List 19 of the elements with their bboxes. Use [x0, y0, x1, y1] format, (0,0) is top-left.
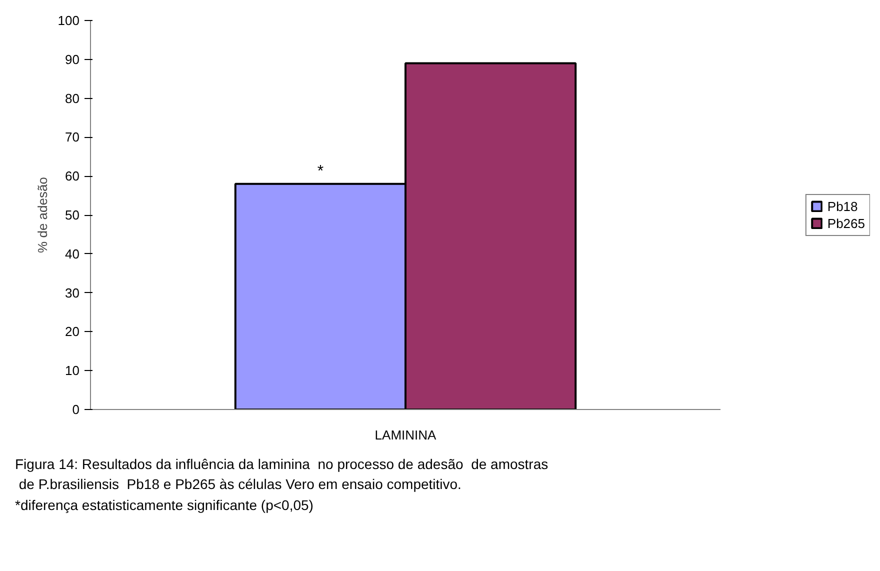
y-tick-label: 100 [58, 13, 80, 28]
y-tick-label: 30 [65, 285, 80, 300]
y-tick-label: 90 [65, 52, 80, 67]
y-tick-label: 60 [65, 168, 80, 184]
y-tick-label: 50 [65, 208, 80, 222]
y-tick-label: 80 [65, 90, 80, 106]
x-tick-label: LAMININA [374, 428, 437, 442]
text: *diferença estatisticamente significante (p<0,05) [15, 496, 314, 513]
annotation: * [317, 162, 324, 180]
y-tick-label: 10 [65, 363, 80, 378]
text: de P.brasiliensis Pb18 e Pb265 às células Vero em ensaio competitivo. [18, 476, 462, 492]
text: Figura 14: Resultados da influência da laminina no processo de adesão de amostras [15, 456, 548, 472]
y-tick-label: 40 [65, 246, 80, 262]
y-tick-label: 70 [65, 130, 80, 145]
y-tick-label: 20 [65, 324, 80, 340]
legend-label: Pb265 [827, 216, 865, 230]
y-tick-label: 0 [72, 402, 80, 417]
legend-label: Pb18 [827, 198, 858, 214]
y-axis-title: % de adesão [34, 177, 50, 253]
